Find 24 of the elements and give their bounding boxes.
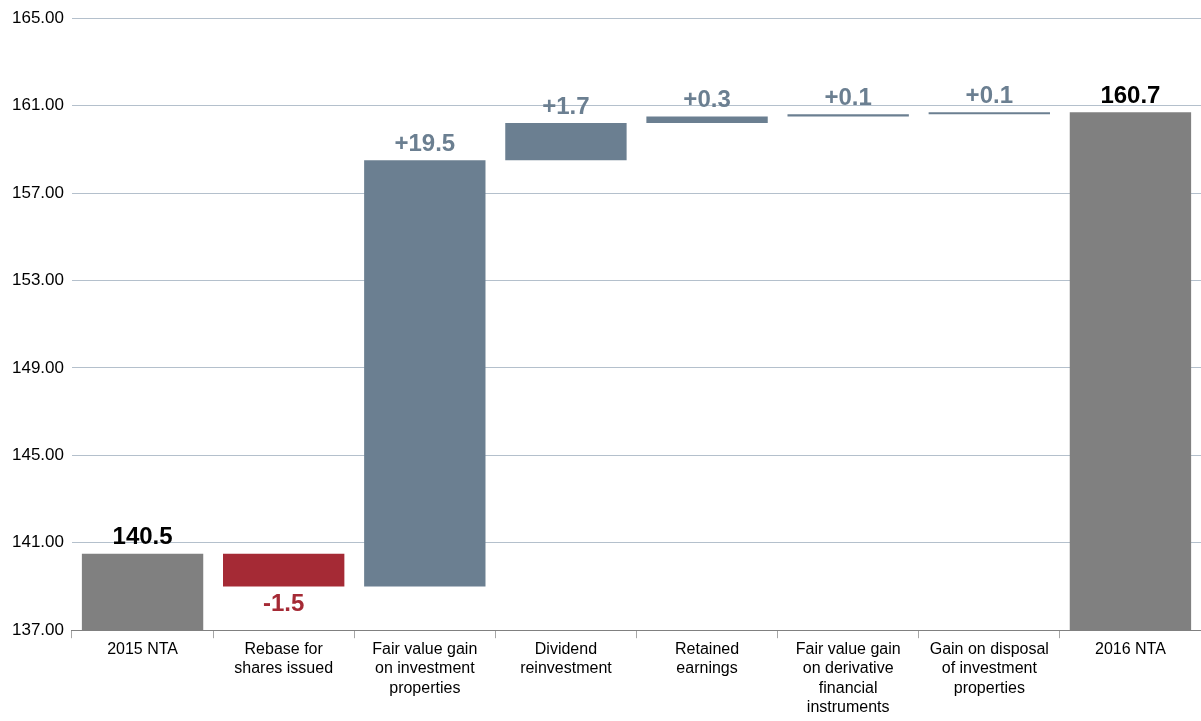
y-tick-label: 161.00 (12, 95, 64, 115)
x-tick-label: Retained earnings (675, 640, 740, 677)
y-tick-label: 145.00 (12, 445, 64, 465)
x-tick-label: Gain on disposal of investment properties (929, 640, 1049, 696)
x-tick-label: Fair value gain on investment properties (372, 640, 478, 696)
y-tick-label: 157.00 (12, 182, 64, 202)
data-label: +19.5 (394, 128, 456, 156)
x-tick-label: Dividend reinvestment (520, 640, 613, 677)
data-label: +0.1 (965, 80, 1014, 108)
data-label: 160.7 (1100, 80, 1161, 108)
x-tick-label: Rebase for shares issued (234, 640, 334, 677)
data-label: +1.7 (542, 91, 590, 119)
data-label: +0.3 (683, 85, 731, 113)
y-tick-label: 141.00 (12, 532, 64, 552)
data-label: 140.5 (112, 522, 173, 550)
y-tick-label: 149.00 (12, 357, 64, 377)
y-tick-label: 153.00 (12, 270, 64, 290)
y-tick-label: 165.00 (12, 7, 64, 27)
x-tick-label: Fair value gain on derivative financial instruments (795, 640, 901, 715)
x-tick-label: 2016 NTA (1095, 640, 1167, 658)
data-label: -1.5 (263, 589, 305, 617)
x-tick-label: 2015 NTA (107, 640, 179, 658)
data-label: +0.1 (824, 83, 872, 110)
y-tick-label: 137.00 (12, 619, 64, 639)
